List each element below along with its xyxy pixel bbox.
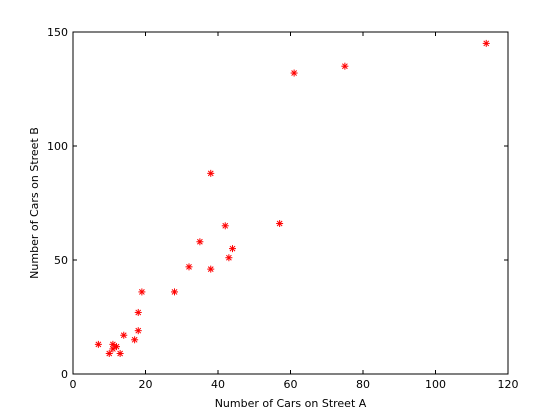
axes: 0 20 40 60 80 100 120 0 50 100 150	[47, 26, 519, 391]
data-point	[341, 62, 349, 70]
data-point	[116, 349, 124, 357]
data-point	[94, 340, 102, 348]
y-tick-label: 150	[47, 26, 68, 39]
x-tick-label: 40	[211, 378, 225, 391]
data-point	[290, 69, 298, 77]
y-tick-label: 0	[61, 368, 68, 381]
data-point	[109, 340, 117, 348]
data-point	[221, 222, 229, 230]
plot-area	[73, 32, 508, 374]
x-tick-label: 60	[284, 378, 298, 391]
data-point	[120, 331, 128, 339]
data-point	[229, 245, 236, 253]
x-tick-label: 20	[139, 378, 153, 391]
data-point	[276, 220, 284, 228]
x-tick-label: 100	[425, 378, 446, 391]
data-point	[196, 238, 204, 246]
data-point	[134, 308, 142, 316]
data-point	[207, 169, 215, 177]
data-point	[482, 39, 490, 47]
data-points	[94, 39, 490, 357]
data-point	[225, 254, 233, 262]
data-point	[138, 288, 146, 296]
x-axis-label: Number of Cars on Street A	[215, 397, 367, 410]
y-axis-label: Number of Cars on Street B	[28, 127, 41, 279]
y-tick-label: 50	[54, 254, 68, 267]
x-tick-label: 120	[498, 378, 519, 391]
data-point	[113, 343, 120, 351]
data-point	[207, 265, 215, 273]
data-point	[131, 336, 139, 344]
data-point	[105, 349, 113, 357]
data-point	[185, 263, 193, 271]
data-point	[171, 288, 178, 296]
y-tick-label: 100	[47, 140, 68, 153]
x-tick-label: 0	[70, 378, 77, 391]
data-point	[134, 327, 142, 335]
x-tick-label: 80	[356, 378, 370, 391]
